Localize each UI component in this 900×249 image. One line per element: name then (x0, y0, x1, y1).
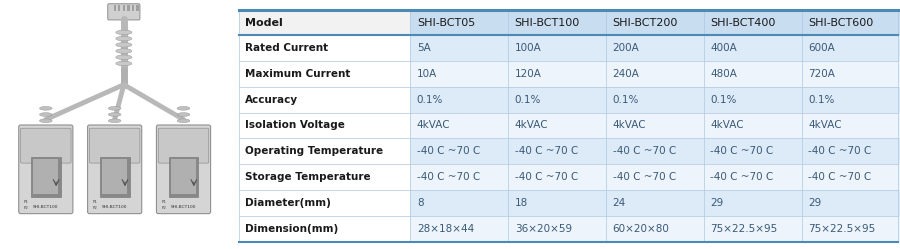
Ellipse shape (116, 49, 132, 53)
Text: 75×22.5×95: 75×22.5×95 (710, 224, 778, 234)
Text: P2: P2 (24, 206, 29, 210)
Text: SHI-BCT200: SHI-BCT200 (613, 17, 678, 28)
Text: Rated Current: Rated Current (245, 43, 328, 53)
Ellipse shape (40, 119, 52, 123)
Text: 4kVAC: 4kVAC (417, 121, 450, 130)
Bar (33, 159, 58, 194)
Text: Isolation Voltage: Isolation Voltage (245, 121, 345, 130)
Ellipse shape (108, 113, 121, 116)
Ellipse shape (177, 106, 190, 110)
Bar (132, 5, 134, 11)
Text: Operating Temperature: Operating Temperature (245, 146, 382, 156)
Text: -40 C ~70 C: -40 C ~70 C (417, 146, 480, 156)
Text: 75×22.5×95: 75×22.5×95 (808, 224, 876, 234)
Text: 100A: 100A (515, 43, 542, 53)
Text: 4kVAC: 4kVAC (710, 121, 744, 130)
Text: SHI-BCT05: SHI-BCT05 (417, 17, 475, 28)
Bar (113, 5, 116, 11)
FancyBboxPatch shape (108, 4, 140, 20)
Bar (118, 5, 121, 11)
Text: 24: 24 (613, 198, 626, 208)
Text: SHI-BCT100: SHI-BCT100 (171, 205, 196, 209)
Ellipse shape (40, 113, 52, 116)
Text: 600A: 600A (808, 43, 835, 53)
Ellipse shape (177, 119, 190, 123)
Ellipse shape (116, 55, 132, 60)
FancyBboxPatch shape (158, 128, 209, 163)
Bar (122, 5, 125, 11)
FancyBboxPatch shape (89, 128, 140, 163)
FancyBboxPatch shape (87, 125, 141, 214)
Text: SHI-BCT100: SHI-BCT100 (33, 205, 58, 209)
FancyBboxPatch shape (19, 125, 73, 214)
Text: P1: P1 (162, 200, 166, 204)
Text: 29: 29 (710, 198, 724, 208)
Text: 400A: 400A (710, 43, 737, 53)
Text: 0.1%: 0.1% (808, 95, 835, 105)
Ellipse shape (108, 119, 121, 123)
Text: Accuracy: Accuracy (245, 95, 298, 105)
Ellipse shape (40, 106, 52, 110)
Text: -40 C ~70 C: -40 C ~70 C (808, 146, 871, 156)
Text: -40 C ~70 C: -40 C ~70 C (515, 146, 578, 156)
Ellipse shape (177, 113, 190, 116)
Text: P1: P1 (93, 200, 98, 204)
Text: 60×20×80: 60×20×80 (613, 224, 670, 234)
Text: -40 C ~70 C: -40 C ~70 C (613, 172, 676, 182)
Bar (168, 157, 198, 197)
Text: Maximum Current: Maximum Current (245, 69, 350, 79)
Text: 5A: 5A (417, 43, 430, 53)
Text: 29: 29 (808, 198, 822, 208)
Text: SHI-BCT600: SHI-BCT600 (808, 17, 874, 28)
Text: SHI-BCT100: SHI-BCT100 (515, 17, 580, 28)
Text: SHI-BCT100: SHI-BCT100 (102, 205, 128, 209)
Text: 480A: 480A (710, 69, 737, 79)
Text: -40 C ~70 C: -40 C ~70 C (515, 172, 578, 182)
Text: Dimension(mm): Dimension(mm) (245, 224, 338, 234)
Text: Model: Model (245, 17, 283, 28)
FancyBboxPatch shape (21, 128, 71, 163)
Text: 0.1%: 0.1% (417, 95, 443, 105)
Ellipse shape (116, 36, 132, 41)
Ellipse shape (116, 30, 132, 35)
Text: 10A: 10A (417, 69, 437, 79)
Bar (31, 157, 60, 197)
Text: P2: P2 (93, 206, 98, 210)
Text: P2: P2 (162, 206, 166, 210)
Ellipse shape (108, 106, 121, 110)
Text: Diameter(mm): Diameter(mm) (245, 198, 330, 208)
Text: 4kVAC: 4kVAC (808, 121, 842, 130)
FancyBboxPatch shape (157, 125, 211, 214)
Text: 28×18×44: 28×18×44 (417, 224, 474, 234)
Text: SHI-BCT400: SHI-BCT400 (710, 17, 776, 28)
Text: 720A: 720A (808, 69, 835, 79)
Bar (127, 5, 130, 11)
Text: 4kVAC: 4kVAC (613, 121, 646, 130)
Text: 0.1%: 0.1% (710, 95, 737, 105)
Text: P1: P1 (24, 200, 29, 204)
Text: 36×20×59: 36×20×59 (515, 224, 572, 234)
Bar (171, 159, 196, 194)
Text: 120A: 120A (515, 69, 542, 79)
Text: -40 C ~70 C: -40 C ~70 C (417, 172, 480, 182)
Text: 4kVAC: 4kVAC (515, 121, 548, 130)
Text: 8: 8 (417, 198, 423, 208)
Text: 240A: 240A (613, 69, 640, 79)
Text: 0.1%: 0.1% (515, 95, 541, 105)
Text: 18: 18 (515, 198, 528, 208)
Ellipse shape (116, 43, 132, 47)
Bar (102, 159, 127, 194)
Text: 0.1%: 0.1% (613, 95, 639, 105)
Text: Storage Temperature: Storage Temperature (245, 172, 371, 182)
Text: 200A: 200A (613, 43, 639, 53)
Bar (137, 5, 139, 11)
Text: -40 C ~70 C: -40 C ~70 C (710, 146, 774, 156)
Ellipse shape (116, 61, 132, 66)
Text: -40 C ~70 C: -40 C ~70 C (710, 172, 774, 182)
Bar (100, 157, 130, 197)
Text: -40 C ~70 C: -40 C ~70 C (808, 172, 871, 182)
Text: -40 C ~70 C: -40 C ~70 C (613, 146, 676, 156)
